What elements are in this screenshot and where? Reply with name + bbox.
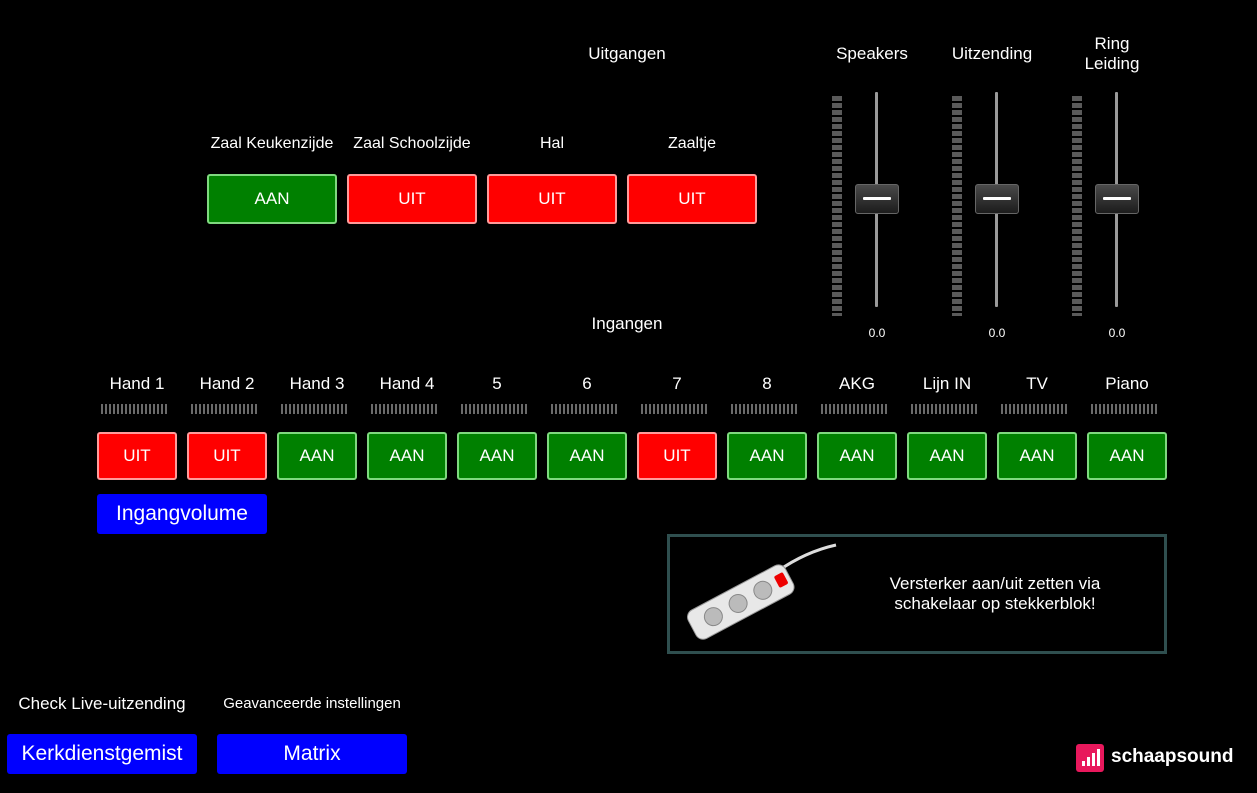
input-toggle-6[interactable]: AAN: [547, 432, 627, 480]
fader-handle-speakers[interactable]: [855, 184, 899, 214]
outputs-title: Uitgangen: [588, 44, 666, 63]
level-meter-uitzending: [952, 96, 962, 316]
zone-toggle-zaal-schoolzijde[interactable]: UIT: [347, 174, 477, 224]
level-meter-speakers: [832, 96, 842, 316]
zone-label-zaaltje: Zaaltje: [667, 135, 717, 152]
input-meter-6: [551, 404, 617, 414]
input-meter-piano: [1091, 404, 1157, 414]
input-toggle-7[interactable]: UIT: [637, 432, 717, 480]
amplifier-notice: Versterker aan/uit zetten via schakelaar…: [667, 534, 1167, 654]
input-label-7: 7: [672, 374, 682, 393]
input-toggle-akg[interactable]: AAN: [817, 432, 897, 480]
input-meter-8: [731, 404, 797, 414]
fader-title-ring-line2: Leiding: [1084, 54, 1140, 73]
fader-handle-ring-leiding[interactable]: [1095, 184, 1139, 214]
input-label-5: 5: [492, 374, 502, 393]
input-toggle-tv[interactable]: AAN: [997, 432, 1077, 480]
inputs-title: Ingangen: [591, 314, 663, 333]
level-meter-ring-leiding: [1072, 96, 1082, 316]
zone-toggle-zaaltje[interactable]: UIT: [627, 174, 757, 224]
input-label-hand-1: Hand 1: [109, 374, 165, 393]
schaapsound-logo-icon: [1076, 744, 1104, 772]
fader-value-speakers: 0.0: [868, 326, 886, 340]
zone-label-zaal-keukenzijde: Zaal Keukenzijde: [210, 135, 334, 152]
kerkdienstgemist-button[interactable]: Kerkdienstgemist: [7, 734, 197, 774]
input-label-piano: Piano: [1105, 374, 1149, 393]
input-toggle-8[interactable]: AAN: [727, 432, 807, 480]
fader-value-ring-leiding: 0.0: [1108, 326, 1126, 340]
zone-toggle-zaal-keukenzijde[interactable]: AAN: [207, 174, 337, 224]
fader-value-uitzending: 0.0: [988, 326, 1006, 340]
power-strip-icon: [687, 543, 837, 640]
input-volume-button[interactable]: Ingangvolume: [97, 494, 267, 534]
input-label-tv: TV: [1026, 374, 1048, 393]
input-label-hand-3: Hand 3: [289, 374, 345, 393]
fader-handle-uitzending[interactable]: [975, 184, 1019, 214]
input-toggle-piano[interactable]: AAN: [1087, 432, 1167, 480]
input-label-akg: AKG: [839, 374, 875, 393]
input-meter-akg: [821, 404, 887, 414]
zone-toggle-hal[interactable]: UIT: [487, 174, 617, 224]
advanced-settings-label: Geavanceerde instellingen: [223, 695, 401, 712]
input-toggle-hand-3[interactable]: AAN: [277, 432, 357, 480]
input-label-hand-2: Hand 2: [199, 374, 255, 393]
input-meter-7: [641, 404, 707, 414]
fader-title-ring-leiding: Ring Leiding: [1062, 34, 1162, 74]
input-toggle-lijn-in[interactable]: AAN: [907, 432, 987, 480]
schaapsound-logo-text: schaapsound: [1111, 746, 1234, 767]
input-label-hand-4: Hand 4: [379, 374, 435, 393]
input-meter-5: [461, 404, 527, 414]
input-toggle-hand-1[interactable]: UIT: [97, 432, 177, 480]
input-label-8: 8: [762, 374, 772, 393]
notice-line-2: schakelaar op stekkerblok!: [894, 594, 1096, 613]
input-label-lijn-in: Lijn IN: [922, 374, 972, 393]
input-meter-hand-1: [101, 404, 167, 414]
input-label-6: 6: [582, 374, 592, 393]
fader-title-uitzending: Uitzending: [951, 44, 1033, 63]
fader-title-ring-line1: Ring: [1094, 34, 1130, 53]
input-meter-hand-3: [281, 404, 347, 414]
notice-line-1: Versterker aan/uit zetten via: [889, 574, 1101, 593]
input-toggle-hand-2[interactable]: UIT: [187, 432, 267, 480]
input-meter-tv: [1001, 404, 1067, 414]
signal-icon: [1082, 749, 1100, 766]
zone-label-zaal-schoolzijde: Zaal Schoolzijde: [353, 135, 471, 152]
input-toggle-5[interactable]: AAN: [457, 432, 537, 480]
fader-title-speakers: Speakers: [836, 44, 908, 63]
live-check-label: Check Live-uitzending: [18, 694, 186, 713]
zone-label-hal: Hal: [539, 135, 564, 152]
notice-text: Versterker aan/uit zetten via schakelaar…: [850, 574, 1140, 614]
matrix-button[interactable]: Matrix: [217, 734, 407, 774]
input-meter-lijn-in: [911, 404, 977, 414]
input-meter-hand-2: [191, 404, 257, 414]
input-meter-hand-4: [371, 404, 437, 414]
input-toggle-hand-4[interactable]: AAN: [367, 432, 447, 480]
